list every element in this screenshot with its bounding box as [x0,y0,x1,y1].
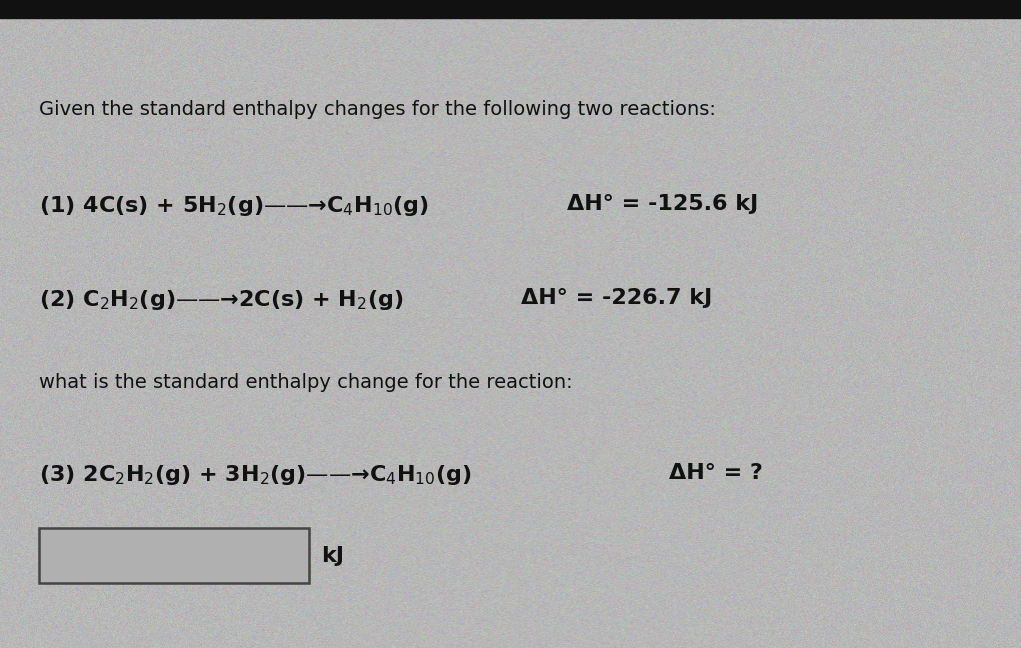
FancyBboxPatch shape [39,528,309,583]
Text: ΔH° = -125.6 kJ: ΔH° = -125.6 kJ [567,194,758,214]
Text: what is the standard enthalpy change for the reaction:: what is the standard enthalpy change for… [39,373,573,391]
Text: (1) 4C(s) + 5H$_2$(g)——→C$_4$H$_{10}$(g): (1) 4C(s) + 5H$_2$(g)——→C$_4$H$_{10}$(g) [39,194,429,218]
Text: ΔH° = ?: ΔH° = ? [669,463,763,483]
Text: ΔH° = -226.7 kJ: ΔH° = -226.7 kJ [521,288,712,308]
Text: (3) 2C$_2$H$_2$(g) + 3H$_2$(g)——→C$_4$H$_{10}$(g): (3) 2C$_2$H$_2$(g) + 3H$_2$(g)——→C$_4$H$… [39,463,472,487]
Text: kJ: kJ [322,546,345,566]
Text: (2) C$_2$H$_2$(g)——→2C(s) + H$_2$(g): (2) C$_2$H$_2$(g)——→2C(s) + H$_2$(g) [39,288,403,312]
Text: Given the standard enthalpy changes for the following two reactions:: Given the standard enthalpy changes for … [39,100,716,119]
